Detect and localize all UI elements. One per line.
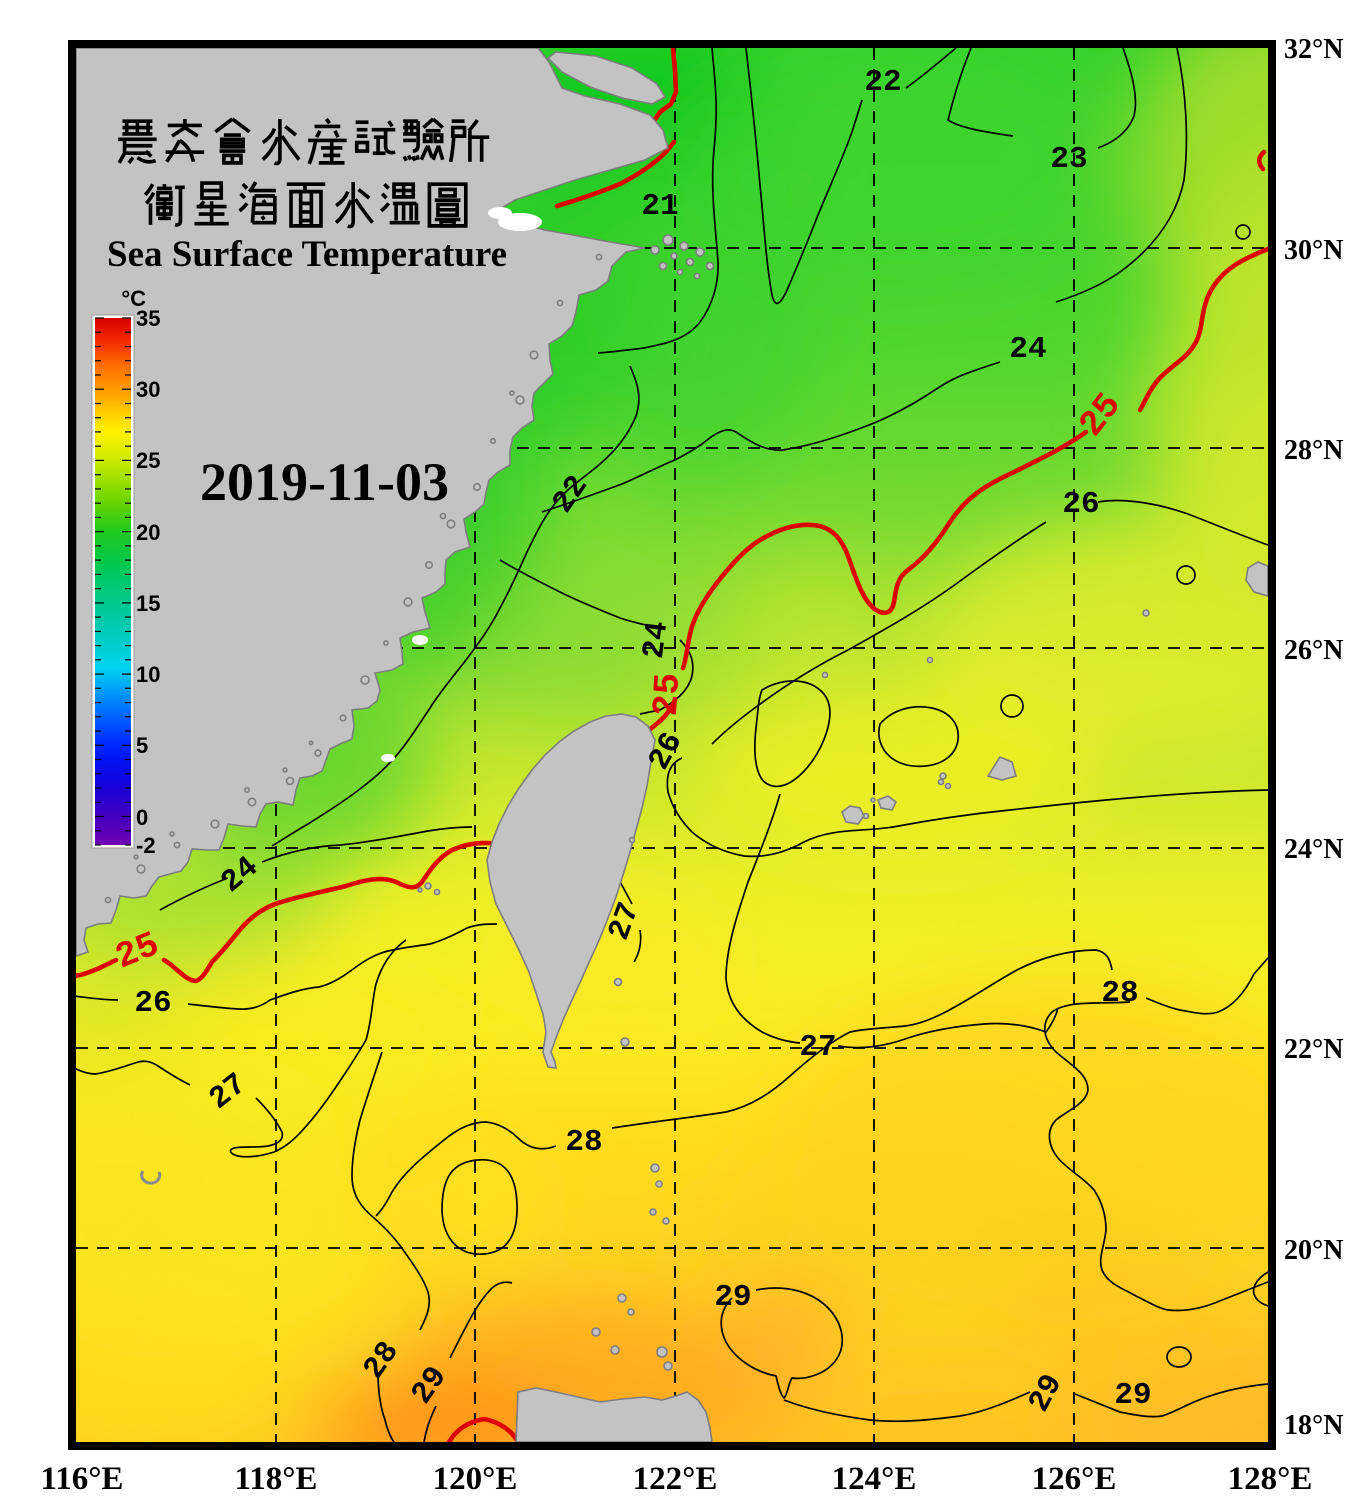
svg-text:5: 5 xyxy=(136,733,148,758)
svg-text:2019-11-03: 2019-11-03 xyxy=(200,452,449,512)
svg-text:25: 25 xyxy=(136,448,160,473)
svg-text:28°N: 28°N xyxy=(1284,435,1343,466)
svg-text:32°N: 32°N xyxy=(1284,34,1343,65)
svg-text:10: 10 xyxy=(136,662,160,687)
svg-text:27: 27 xyxy=(799,1030,836,1065)
svg-text:24°N: 24°N xyxy=(1284,834,1343,865)
svg-text:120°E: 120°E xyxy=(433,1461,518,1497)
svg-text:35: 35 xyxy=(136,306,160,331)
svg-text:24: 24 xyxy=(1009,332,1046,367)
svg-text:23: 23 xyxy=(1050,142,1087,177)
svg-text:25: 25 xyxy=(646,672,689,717)
svg-text:22: 22 xyxy=(864,65,901,100)
svg-text:122°E: 122°E xyxy=(633,1461,718,1497)
svg-text:126°E: 126°E xyxy=(1032,1461,1117,1497)
svg-text:28: 28 xyxy=(1101,976,1138,1011)
svg-text:22°N: 22°N xyxy=(1284,1034,1343,1065)
svg-text:20: 20 xyxy=(136,520,160,545)
svg-text:116°E: 116°E xyxy=(41,1461,124,1497)
svg-text:128°E: 128°E xyxy=(1228,1461,1313,1497)
svg-text:0: 0 xyxy=(136,805,148,830)
svg-text:Sea Surface Temperature: Sea Surface Temperature xyxy=(107,234,507,275)
svg-text:30: 30 xyxy=(136,377,160,402)
svg-text:30°N: 30°N xyxy=(1284,235,1343,266)
svg-text:18°N: 18°N xyxy=(1284,1410,1343,1441)
svg-text:26: 26 xyxy=(1062,487,1099,522)
svg-text:26: 26 xyxy=(134,986,171,1021)
svg-text:15: 15 xyxy=(136,591,160,616)
svg-text:26°N: 26°N xyxy=(1284,635,1343,666)
svg-text:29: 29 xyxy=(714,1280,751,1315)
svg-text:124°E: 124°E xyxy=(832,1461,917,1497)
svg-text:24: 24 xyxy=(637,619,676,660)
svg-text:118°E: 118°E xyxy=(235,1461,318,1497)
svg-text:°C: °C xyxy=(121,286,146,311)
svg-text:-2: -2 xyxy=(136,833,156,858)
svg-text:29: 29 xyxy=(1114,1378,1151,1413)
svg-text:20°N: 20°N xyxy=(1284,1235,1343,1266)
svg-text:21: 21 xyxy=(641,189,678,224)
svg-text:28: 28 xyxy=(565,1125,602,1160)
